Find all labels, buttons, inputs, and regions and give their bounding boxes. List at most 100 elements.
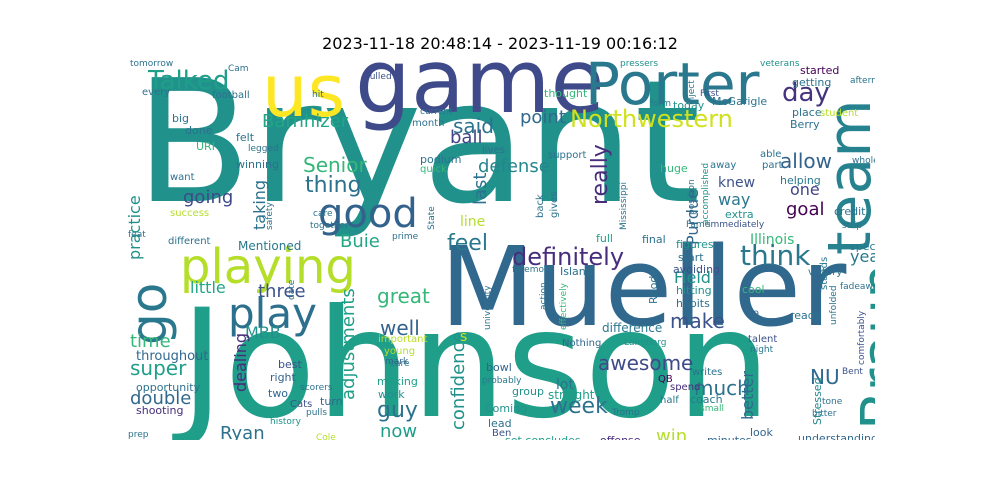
cloud-word: think xyxy=(740,239,811,272)
cloud-word: young xyxy=(384,346,416,357)
cloud-word: thought xyxy=(544,87,588,100)
cloud-word: success xyxy=(170,208,210,219)
cloud-word: time xyxy=(130,331,171,352)
cloud-word: comfortably xyxy=(857,310,867,365)
cloud-word: tone xyxy=(822,397,843,407)
cloud-word: want xyxy=(170,172,195,183)
cloud-word: inject xyxy=(687,80,697,105)
cloud-word: month xyxy=(412,118,445,129)
cloud-word: Porter xyxy=(585,60,760,118)
word-cloud: Bryant Johnson Mueller game us Porter team Brau… xyxy=(125,60,875,440)
cloud-word: extra xyxy=(725,208,754,221)
cloud-word: year xyxy=(850,247,875,266)
cloud-word: big xyxy=(172,112,190,125)
cloud-word: Nothing xyxy=(562,338,602,349)
cloud-word: half xyxy=(660,395,679,406)
cloud-word: definitely xyxy=(512,243,625,271)
cloud-word: getting xyxy=(792,76,832,89)
cloud-word: immediately xyxy=(708,220,765,230)
cloud-word: figures xyxy=(676,238,714,251)
cloud-word: pulls xyxy=(306,408,328,418)
cloud-word: date xyxy=(287,279,297,300)
cloud-word: started xyxy=(800,64,840,77)
cloud-word: veterans xyxy=(760,60,800,69)
cloud-word: felt xyxy=(236,131,255,144)
cloud-word: way xyxy=(718,190,751,209)
cloud-word: safety xyxy=(265,202,275,230)
cloud-word: back xyxy=(535,194,546,218)
cloud-word: really xyxy=(588,144,613,205)
cloud-word: lead xyxy=(488,417,512,430)
cloud-word: knew xyxy=(718,175,756,191)
cloud-word: small xyxy=(700,404,724,414)
cloud-word: foremost xyxy=(512,265,553,275)
cloud-word: Cole xyxy=(316,433,336,441)
cloud-word: position xyxy=(687,179,697,215)
cloud-word: shooting xyxy=(136,404,184,417)
cloud-word: place xyxy=(792,106,822,119)
cloud-word: scorers xyxy=(300,383,333,393)
cloud-word: better xyxy=(738,371,757,420)
cloud-word: helping xyxy=(780,174,821,187)
cloud-word: ready xyxy=(790,309,822,322)
cloud-word: full xyxy=(596,232,613,245)
cloud-word: Illinois xyxy=(750,232,795,248)
cloud-word: little xyxy=(190,278,226,297)
cloud-word: goal xyxy=(786,199,825,220)
cloud-word: every xyxy=(142,87,171,98)
cloud-word: huge xyxy=(660,162,688,175)
cloud-word: straight xyxy=(548,388,595,402)
cloud-word: right xyxy=(270,371,296,384)
cloud-word: MBB xyxy=(245,323,281,342)
cloud-word: thing xyxy=(305,173,362,198)
cloud-word: game xyxy=(355,60,605,133)
cloud-word: great xyxy=(377,284,430,308)
cloud-word: look xyxy=(750,426,773,439)
cloud-word: part xyxy=(762,160,783,171)
cloud-word: Tip xyxy=(744,308,759,319)
cloud-word: defense xyxy=(478,156,550,177)
cloud-word: URI xyxy=(196,140,215,153)
cloud-word: lot xyxy=(556,377,574,393)
cloud-word: final xyxy=(642,233,666,246)
cloud-word: night xyxy=(750,345,774,355)
cloud-word: Berry xyxy=(790,118,820,131)
cloud-word: QB xyxy=(658,374,673,385)
cloud-word: care xyxy=(313,209,333,219)
cloud-word: Mueller xyxy=(440,223,847,351)
cloud-word: allow xyxy=(780,149,832,173)
cloud-word: Coming xyxy=(485,402,528,415)
cloud-word: feel xyxy=(447,231,488,256)
cloud-word: offense xyxy=(600,435,641,440)
cloud-word: cool xyxy=(742,283,765,296)
cloud-word: support xyxy=(548,150,587,161)
cloud-word: afternoon xyxy=(850,76,875,86)
cloud-word: practice xyxy=(125,195,144,260)
cloud-word: much xyxy=(694,376,750,400)
cloud-word: minutes xyxy=(707,435,752,440)
cloud-word: lives xyxy=(482,145,505,156)
cloud-word: spend xyxy=(670,382,701,393)
cloud-word: action xyxy=(539,282,549,310)
cloud-word: coach xyxy=(690,393,723,406)
cloud-word: dealing xyxy=(231,333,250,392)
cloud-word: able xyxy=(760,149,782,160)
cloud-word: Mississippi xyxy=(619,182,629,230)
cloud-word: different xyxy=(168,236,211,247)
cloud-word: hit xyxy=(312,90,324,100)
cloud-word: start xyxy=(678,251,704,264)
cloud-word: Barnhizer xyxy=(262,111,349,132)
cloud-word: accomplished xyxy=(701,162,711,225)
cloud-word: Senior xyxy=(303,153,367,177)
cloud-word: throughout xyxy=(136,349,209,364)
cloud-word: Tromp xyxy=(612,408,640,418)
cloud-word: McGarigle xyxy=(712,95,768,108)
cloud-word: hitting xyxy=(676,284,712,297)
cloud-word: whole xyxy=(852,156,875,166)
cloud-word: Field xyxy=(674,268,711,287)
cloud-word: habits xyxy=(676,297,710,310)
cloud-word: avoiding xyxy=(673,263,721,276)
cloud-word: adjustments xyxy=(338,288,359,400)
chart-title: 2023-11-18 20:48:14 - 2023-11-19 00:16:1… xyxy=(322,34,678,53)
cloud-word: done xyxy=(185,124,213,137)
